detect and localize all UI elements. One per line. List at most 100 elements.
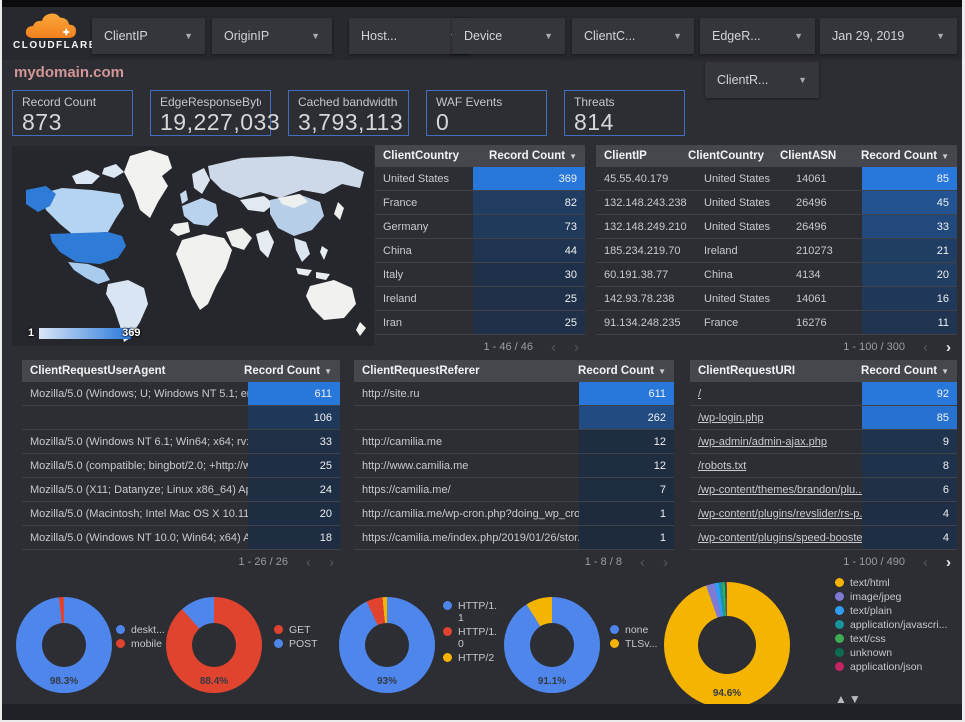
table-row[interactable]: Mozilla/5.0 (Macintosh; Intel Mac OS X 1…	[22, 502, 340, 526]
table-row[interactable]: France 82	[375, 191, 585, 215]
column-header[interactable]: ClientCountry	[688, 150, 765, 162]
legend-item[interactable]: text/html	[835, 577, 947, 589]
column-header[interactable]: ClientRequestUserAgent	[30, 365, 166, 377]
table-header[interactable]: ClientCountry Record Count ▼	[375, 145, 585, 167]
prev-page-icon[interactable]: ‹	[551, 338, 556, 356]
filter-clientip[interactable]: ClientIP ▼	[92, 18, 205, 54]
table-header[interactable]: ClientRequestReferer Record Count ▼	[354, 360, 674, 382]
table-row[interactable]: 106	[22, 406, 340, 430]
table-header[interactable]: ClientRequestURI Record Count ▼	[690, 360, 957, 382]
table-row[interactable]: http://camilia.me 12	[354, 430, 674, 454]
table-row[interactable]: https://camilia.me/index.php/2019/01/26/…	[354, 526, 674, 550]
donut-device-type[interactable]: 98.3%	[16, 597, 112, 693]
table-row[interactable]: China 44	[375, 239, 585, 263]
table-row[interactable]: / 92	[690, 382, 957, 406]
table-row[interactable]: Ireland 25	[375, 287, 585, 311]
table-row[interactable]: 132.148.243.238 United States 26496 45	[596, 191, 957, 215]
table-row[interactable]: Mozilla/5.0 (compatible; bingbot/2.0; +h…	[22, 454, 340, 478]
table-row[interactable]: http://site.ru 611	[354, 382, 674, 406]
table-row[interactable]: Iran 25	[375, 311, 585, 335]
next-page-icon[interactable]: ›	[946, 553, 951, 571]
column-header[interactable]: ClientIP	[604, 150, 647, 162]
table-row[interactable]: Germany 73	[375, 215, 585, 239]
table-header[interactable]: ClientIP ClientCountry ClientASN Record Cou…	[596, 145, 957, 167]
table-row[interactable]: United States 369	[375, 167, 585, 191]
column-header[interactable]: Record Count ▼	[861, 365, 949, 377]
next-page-icon[interactable]: ›	[946, 338, 951, 356]
legend-scroll-down-icon[interactable]: ▼	[848, 692, 863, 706]
filter-device[interactable]: Device ▼	[452, 18, 565, 54]
legend-item[interactable]: HTTP/1.0	[443, 626, 501, 650]
uri-link[interactable]: /wp-content/plugins/speed-booste...	[698, 531, 862, 544]
legend-item[interactable]: text/plain	[835, 605, 947, 617]
legend-item[interactable]: deskt...	[116, 624, 165, 636]
sort-icon[interactable]: ▼	[658, 366, 666, 376]
legend-item[interactable]: GET	[274, 624, 318, 636]
table-row[interactable]: Mozilla/5.0 (X11; Datanyze; Linux x86_64…	[22, 478, 340, 502]
prev-page-icon[interactable]: ‹	[923, 338, 928, 356]
table-row[interactable]: http://www.camilia.me 12	[354, 454, 674, 478]
filter-clientrequest[interactable]: ClientR... ▼	[705, 62, 819, 98]
legend-scroll-up-icon[interactable]: ▲	[835, 692, 849, 706]
uri-link[interactable]: /wp-login.php	[698, 411, 764, 424]
table-row[interactable]: /wp-content/themes/brandon/plu... 6	[690, 478, 957, 502]
table-row[interactable]: /robots.txt 8	[690, 454, 957, 478]
uri-link[interactable]: /	[698, 387, 702, 400]
legend-item[interactable]: application/javascri...	[835, 619, 947, 631]
table-row[interactable]: 262	[354, 406, 674, 430]
sort-icon[interactable]: ▼	[941, 366, 949, 376]
donut-tls-version[interactable]: 91.1%	[504, 597, 600, 693]
table-row[interactable]: /wp-admin/admin-ajax.php 9	[690, 430, 957, 454]
legend-item[interactable]: mobile	[116, 638, 165, 650]
table-row[interactable]: Italy 30	[375, 263, 585, 287]
column-header[interactable]: ClientRequestReferer	[362, 365, 480, 377]
table-row[interactable]: Mozilla/5.0 (Windows; U; Windows NT 5.1;…	[22, 382, 340, 406]
legend-item[interactable]: HTTP/1.1	[443, 600, 501, 624]
table-row[interactable]: 142.93.78.238 United States 14061 16	[596, 287, 957, 311]
filter-clientcountry[interactable]: ClientC... ▼	[572, 18, 694, 54]
table-row[interactable]: /wp-content/plugins/revslider/rs-p... 4	[690, 502, 957, 526]
filter-host[interactable]: Host...▼	[349, 18, 470, 54]
table-row[interactable]: Mozilla/5.0 (Windows NT 10.0; Win64; x64…	[22, 526, 340, 550]
legend-item[interactable]: POST	[274, 638, 318, 650]
table-row[interactable]: /wp-login.php 85	[690, 406, 957, 430]
prev-page-icon[interactable]: ‹	[923, 553, 928, 571]
legend-item[interactable]: image/jpeg	[835, 591, 947, 603]
uri-link[interactable]: /wp-content/themes/brandon/plu...	[698, 483, 862, 496]
prev-page-icon[interactable]: ‹	[306, 553, 311, 571]
prev-page-icon[interactable]: ‹	[640, 553, 645, 571]
legend-item[interactable]: application/json	[835, 661, 947, 673]
column-header[interactable]: ClientRequestURI	[698, 365, 796, 377]
donut-content-type[interactable]: 94.6%	[664, 582, 790, 708]
geo-map[interactable]: 1 369	[12, 146, 374, 346]
uri-link[interactable]: /robots.txt	[698, 459, 747, 472]
donut-http-protocol[interactable]: 93%	[339, 597, 435, 693]
legend-item[interactable]: HTTP/2	[443, 652, 501, 664]
legend-item[interactable]: none	[610, 624, 657, 636]
next-page-icon[interactable]: ›	[663, 553, 668, 571]
table-row[interactable]: https://camilia.me/7	[354, 478, 674, 502]
table-row[interactable]: 132.148.249.210 United States 26496 33	[596, 215, 957, 239]
column-header[interactable]: Record Count ▼	[244, 365, 332, 377]
uri-link[interactable]: /wp-content/plugins/revslider/rs-p...	[698, 507, 862, 520]
date-range-picker[interactable]: Jan 29, 2019 ▼	[820, 18, 957, 54]
filter-originip[interactable]: OriginIP ▼	[212, 18, 332, 54]
table-row[interactable]: 60.191.38.77 China 4134 20	[596, 263, 957, 287]
table-row[interactable]: 45.55.40.179 United States 14061 85	[596, 167, 957, 191]
filter-edgeresponse[interactable]: EdgeR... ▼	[700, 18, 815, 54]
legend-item[interactable]: TLSv...	[610, 638, 657, 650]
sort-icon[interactable]: ▼	[324, 366, 332, 376]
column-header[interactable]: Record Count ▼	[861, 150, 949, 162]
legend-item[interactable]: unknown	[835, 647, 947, 659]
table-row[interactable]: 91.134.248.235 France 16276 11	[596, 311, 957, 335]
table-row[interactable]: 185.234.219.70 Ireland 210273 21	[596, 239, 957, 263]
sort-icon[interactable]: ▼	[569, 151, 577, 161]
table-header[interactable]: ClientRequestUserAgent Record Count ▼	[22, 360, 340, 382]
donut-http-method[interactable]: 88.4%	[166, 597, 262, 693]
legend-item[interactable]: text/css	[835, 633, 947, 645]
next-page-icon[interactable]: ›	[329, 553, 334, 571]
column-header[interactable]: ClientCountry	[383, 150, 460, 162]
column-header[interactable]: Record Count ▼	[578, 365, 666, 377]
table-row[interactable]: http://camilia.me/wp-cron.php?doing_wp_c…	[354, 502, 674, 526]
uri-link[interactable]: /wp-admin/admin-ajax.php	[698, 435, 828, 448]
